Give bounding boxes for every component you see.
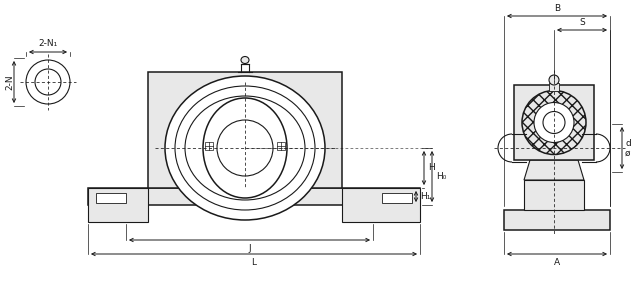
Bar xyxy=(277,142,285,150)
Bar xyxy=(382,193,412,203)
Text: ø: ø xyxy=(625,149,631,157)
Bar xyxy=(96,193,126,203)
Text: L: L xyxy=(251,258,256,267)
Bar xyxy=(549,83,559,91)
Ellipse shape xyxy=(217,120,273,176)
Ellipse shape xyxy=(165,76,325,220)
Circle shape xyxy=(543,112,565,133)
Bar xyxy=(88,188,420,205)
Text: B: B xyxy=(554,4,560,13)
Bar xyxy=(504,210,610,230)
Ellipse shape xyxy=(241,56,249,63)
Text: 2-N: 2-N xyxy=(6,74,15,90)
Text: d: d xyxy=(625,138,631,147)
Ellipse shape xyxy=(203,98,287,198)
Bar xyxy=(205,142,213,150)
Text: S: S xyxy=(579,18,585,27)
Circle shape xyxy=(522,91,586,154)
Bar xyxy=(88,188,148,222)
Text: 2-N₁: 2-N₁ xyxy=(38,39,58,48)
Bar xyxy=(342,188,420,222)
Text: H: H xyxy=(428,164,435,173)
Bar xyxy=(148,72,342,188)
Text: J: J xyxy=(248,244,251,253)
Bar xyxy=(514,85,594,160)
Text: H₀: H₀ xyxy=(436,172,446,181)
Ellipse shape xyxy=(549,75,559,85)
Text: A: A xyxy=(554,258,560,267)
Bar xyxy=(524,180,584,210)
Text: H₁: H₁ xyxy=(420,192,430,201)
Circle shape xyxy=(534,102,574,142)
Polygon shape xyxy=(524,160,584,180)
